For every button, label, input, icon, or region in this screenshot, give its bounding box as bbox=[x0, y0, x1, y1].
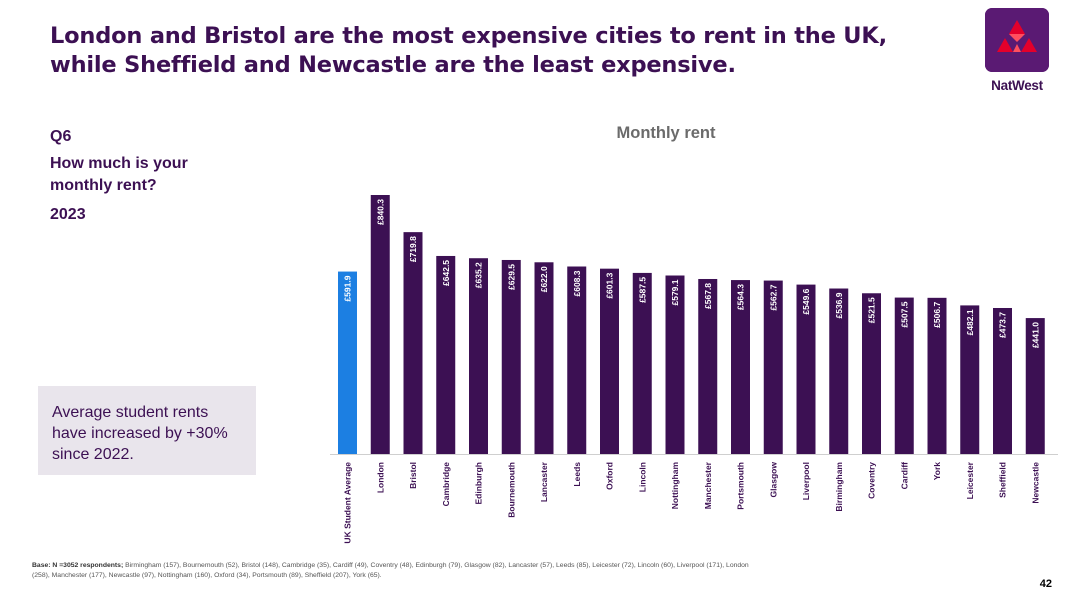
bar-lancaster bbox=[534, 262, 554, 454]
data-label-glasgow: £562.7 bbox=[768, 284, 778, 310]
bar-leicester bbox=[960, 305, 980, 454]
slide-headline: London and Bristol are the most expensiv… bbox=[50, 23, 887, 78]
brand-name: NatWest bbox=[991, 78, 1043, 93]
category-label-edinburgh: Edinburgh bbox=[474, 462, 484, 505]
data-label-manchester: £567.8 bbox=[703, 283, 713, 309]
category-label-glasgow: Glasgow bbox=[768, 462, 778, 498]
data-label-york: £506.7 bbox=[932, 302, 942, 328]
data-label-portsmouth: £564.3 bbox=[736, 284, 746, 310]
category-label-newcastle: Newcastle bbox=[1030, 462, 1040, 504]
bar-edinburgh bbox=[469, 258, 488, 454]
category-label-lancaster: Lancaster bbox=[539, 461, 549, 502]
data-label-coventry: £521.5 bbox=[867, 297, 877, 323]
category-label-leeds: Leeds bbox=[572, 462, 582, 487]
category-label-manchester: Manchester bbox=[703, 461, 713, 509]
bar-nottingham bbox=[665, 275, 685, 454]
bar-uk-student-average bbox=[338, 271, 357, 454]
bar-birmingham bbox=[829, 288, 849, 454]
data-label-cambridge: £642.5 bbox=[441, 260, 451, 286]
page-number: 42 bbox=[1039, 578, 1052, 590]
data-label-london: £840.3 bbox=[375, 199, 385, 225]
category-label-coventry: Coventry bbox=[867, 462, 877, 499]
bar-cambridge bbox=[436, 255, 456, 454]
bar-newcastle bbox=[1025, 318, 1045, 454]
data-label-liverpool: £549.6 bbox=[801, 288, 811, 314]
data-label-edinburgh: £635.2 bbox=[474, 262, 484, 288]
natwest-logo-mark bbox=[985, 8, 1049, 72]
category-label-liverpool: Liverpool bbox=[801, 462, 811, 500]
category-label-cambridge: Cambridge bbox=[441, 462, 451, 507]
bar-leeds bbox=[567, 266, 587, 454]
category-label-nottingham: Nottingham bbox=[670, 462, 680, 510]
bar-sheffield bbox=[993, 307, 1012, 454]
category-label-oxford: Oxford bbox=[605, 462, 615, 490]
category-label-birmingham: Birmingham bbox=[834, 462, 844, 512]
callout-box: Average student rents have increased by … bbox=[38, 386, 256, 475]
base-detail: Birmingham (157), Bournemouth (52), Bris… bbox=[32, 562, 749, 579]
question-block: Q6 How much is your monthly rent? 2023 bbox=[50, 127, 220, 225]
natwest-logo: NatWest bbox=[985, 8, 1049, 93]
question-id: Q6 bbox=[50, 128, 72, 145]
data-label-uk-student-average: £591.9 bbox=[343, 275, 353, 301]
callout-text: Average student rents have increased by … bbox=[52, 404, 228, 463]
bar-oxford bbox=[600, 268, 619, 454]
data-label-lincoln: £587.5 bbox=[637, 277, 647, 303]
data-label-bournemouth: £629.5 bbox=[506, 264, 516, 290]
category-label-sheffield: Sheffield bbox=[998, 462, 1008, 498]
data-label-cardiff: £507.5 bbox=[899, 301, 909, 327]
bar-london bbox=[370, 195, 390, 454]
base-note: Base: N =3052 respondents; Birmingham (1… bbox=[32, 561, 752, 581]
data-label-newcastle: £441.0 bbox=[1030, 322, 1040, 348]
category-label-bristol: Bristol bbox=[408, 462, 418, 489]
category-label-london: London bbox=[375, 462, 385, 493]
category-label-uk-student-average: UK Student Average bbox=[343, 462, 353, 544]
category-label-bournemouth: Bournemouth bbox=[506, 462, 516, 518]
category-label-leicester: Leicester bbox=[965, 461, 975, 499]
bar-cardiff bbox=[894, 297, 914, 454]
data-label-sheffield: £473.7 bbox=[998, 312, 1008, 338]
chart-title: Monthly rent bbox=[616, 124, 716, 142]
data-label-leeds: £608.3 bbox=[572, 270, 582, 296]
bar-york bbox=[927, 297, 947, 454]
data-label-oxford: £601.3 bbox=[605, 272, 615, 298]
bar-portsmouth bbox=[731, 280, 750, 454]
question-text: How much is your monthly rent? bbox=[50, 155, 188, 194]
data-label-lancaster: £622.0 bbox=[539, 266, 549, 292]
category-label-york: York bbox=[932, 462, 942, 481]
data-label-bristol: £719.8 bbox=[408, 236, 418, 262]
bar-bournemouth bbox=[501, 259, 521, 454]
bar-bristol bbox=[403, 232, 423, 454]
data-label-birmingham: £536.9 bbox=[834, 292, 844, 318]
data-label-nottingham: £579.1 bbox=[670, 279, 680, 305]
bar-glasgow bbox=[763, 280, 783, 454]
survey-year: 2023 bbox=[50, 206, 86, 223]
data-label-leicester: £482.1 bbox=[965, 309, 975, 335]
bar-liverpool bbox=[796, 284, 816, 454]
category-label-lincoln: Lincoln bbox=[637, 462, 647, 492]
category-label-portsmouth: Portsmouth bbox=[736, 462, 746, 510]
category-label-cardiff: Cardiff bbox=[899, 462, 909, 490]
bar-lincoln bbox=[632, 272, 652, 454]
bar-manchester bbox=[698, 278, 718, 454]
bar-coventry bbox=[862, 293, 881, 454]
base-label: Base: N =3052 respondents; bbox=[32, 562, 124, 569]
